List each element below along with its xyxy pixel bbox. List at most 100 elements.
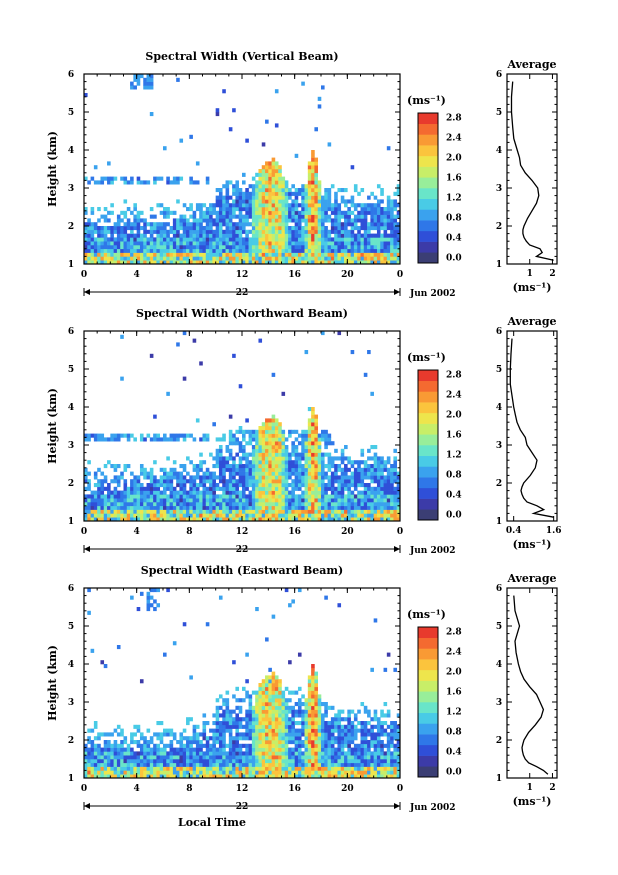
heatmap-cell [228,743,233,748]
heatmap-cell [281,762,286,767]
heatmap-cell [215,260,220,265]
heatmap-cell [113,467,118,472]
heatmap-cell [146,599,151,604]
heatmap-cell [192,770,197,775]
heatmap-cell [271,372,276,377]
heatmap-cell [113,479,118,484]
heatmap-cell [97,502,101,507]
colorbar-swatch [418,477,438,489]
heatmap-cell [133,759,137,764]
heatmap-cell [113,505,118,510]
heatmap-cell [393,513,398,518]
heatmap-cell [222,483,226,488]
heatmap-cell [297,433,302,438]
heatmap-cell [291,479,295,484]
heatmap-cell [163,437,167,442]
heatmap-cell [360,505,365,510]
avg-x-tick-label: 0.4 [506,526,522,536]
heatmap-cell [186,505,190,510]
heatmap-cell [186,759,190,764]
heatmap-cell [271,743,276,748]
heatmap-cell [242,509,246,514]
heatmap-cell [274,675,279,680]
heatmap-cell [130,494,134,499]
heatmap-cell [350,460,355,465]
heatmap-cell [116,233,121,238]
heatmap-cell [301,479,305,484]
heatmap-cell [222,490,226,495]
heatmap-cell [136,226,141,231]
heatmap-cell [139,471,144,476]
heatmap-cell [393,456,398,461]
heatmap-cell [189,222,193,227]
heatmap-cell [172,732,177,737]
heatmap-cell [353,233,358,238]
heatmap-cell [205,467,210,472]
heatmap-cell [301,433,305,438]
heatmap-cell [261,732,266,737]
heatmap-cell [278,509,282,514]
heatmap-cell [133,490,137,495]
heatmap-cell [209,471,213,476]
heatmap-cell [370,260,374,265]
heatmap-cell [235,180,240,185]
heatmap-cell [218,728,223,733]
heatmap-cell [317,736,322,741]
heatmap-cell [156,241,161,246]
heatmap-cell [330,237,335,242]
heatmap-cell [353,486,358,491]
heatmap-cell [344,759,348,764]
heatmap-cell [245,759,249,764]
heatmap-cell [294,762,299,767]
heatmap-cell [176,479,180,484]
heatmap-cell [139,74,144,79]
heatmap-cell [238,736,243,741]
heatmap-cell [255,509,259,514]
heatmap-cell [93,505,98,510]
heatmap-cell [393,218,398,223]
heatmap-cell [271,237,276,242]
heatmap-cell [232,486,236,491]
y-tick-label: 4 [68,146,74,156]
heatmap-cell [87,486,91,491]
heatmap-cell [376,736,381,741]
heatmap-cell [261,683,266,688]
heatmap-cell [212,241,216,246]
heatmap-cell [307,441,312,446]
heatmap-cell [301,191,305,196]
heatmap-cell [245,471,249,476]
heatmap-cell [284,732,289,737]
heatmap-cell [288,233,292,238]
heatmap-cell [225,721,230,726]
heatmap-cell [311,502,315,507]
heatmap-cell [209,766,213,771]
heatmap-cell [225,210,230,215]
heatmap-cell [212,517,216,522]
heatmap-cell [265,203,269,208]
heatmap-cell [360,233,365,238]
heatmap-cell [139,774,144,779]
heatmap-cell [156,498,161,503]
heatmap-cell [116,759,121,764]
heatmap-cell [294,747,299,752]
heatmap-cell [380,214,384,219]
heatmap-cell [261,226,266,231]
heatmap-cell [268,724,272,729]
heatmap-cell [133,207,137,212]
heatmap-cell [235,774,240,779]
heatmap-cell [291,490,295,495]
heatmap-cell [179,256,184,261]
heatmap-cell [324,486,328,491]
heatmap-cell [307,747,312,752]
heatmap-cell [278,471,282,476]
heatmap-cell [367,762,371,767]
heatmap-cell [314,751,319,756]
heatmap-cell [232,740,236,745]
heatmap-cell [199,252,203,257]
heatmap-cell [321,509,325,514]
heatmap-cell [232,505,236,510]
heatmap-cell [251,728,256,733]
heatmap-cell [189,248,193,253]
heatmap-cell [350,505,355,510]
heatmap-cell [367,713,371,718]
